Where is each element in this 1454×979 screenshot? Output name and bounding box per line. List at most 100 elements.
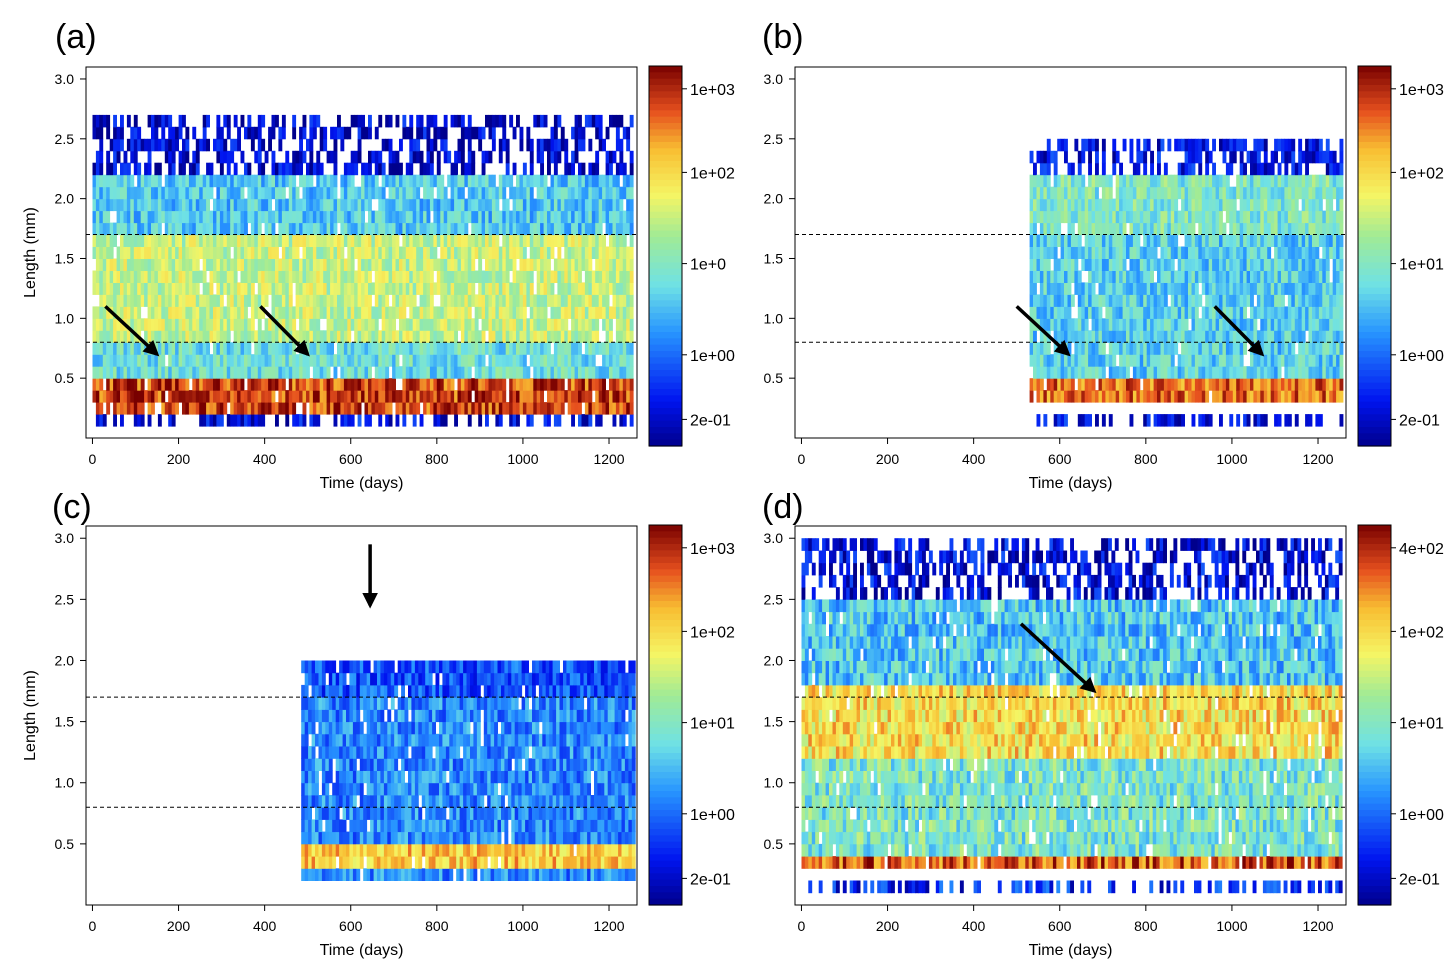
heat-cell	[254, 294, 259, 307]
heat-cell	[130, 294, 135, 307]
heat-cell	[1153, 342, 1158, 355]
heat-cell	[1215, 222, 1220, 236]
heat-cell	[433, 114, 438, 128]
heat-cell	[161, 354, 166, 367]
heat-cell	[337, 234, 341, 247]
heat-cell	[275, 366, 279, 379]
heat-cell	[1088, 174, 1092, 188]
heat-cell	[1139, 306, 1144, 319]
heat-cell	[392, 306, 396, 319]
heat-cell	[350, 270, 355, 283]
heat-cell	[412, 258, 417, 271]
heat-cell	[571, 414, 575, 427]
heat-cell	[405, 354, 410, 367]
heat-cell	[237, 366, 241, 379]
heat-cell	[381, 366, 386, 379]
heat-cell	[164, 114, 169, 128]
heat-cell	[1239, 174, 1244, 188]
heat-cell	[1143, 366, 1148, 379]
heat-cell	[1146, 234, 1151, 247]
heat-cell	[1170, 174, 1175, 188]
heat-cell	[553, 198, 558, 212]
heat-cell	[1250, 258, 1254, 271]
heat-cell	[516, 234, 520, 247]
heat-cell	[588, 306, 593, 319]
heat-cell	[1194, 210, 1199, 224]
heat-cell	[1194, 294, 1199, 307]
heat-cell	[405, 318, 410, 331]
heat-cell	[1091, 378, 1096, 391]
heat-cell	[423, 186, 427, 200]
heat-cell	[247, 174, 252, 188]
heat-cell	[1246, 366, 1251, 379]
heat-cell	[1225, 234, 1230, 247]
heat-cell	[1201, 390, 1206, 403]
heat-cell	[292, 366, 297, 379]
heat-cell	[185, 210, 190, 224]
heat-cell	[1122, 198, 1127, 212]
heat-cell	[1039, 366, 1044, 379]
heat-cell	[157, 258, 162, 271]
heat-cell	[213, 246, 217, 259]
heat-cell	[405, 234, 410, 247]
heat-cell	[178, 186, 183, 200]
heat-cell	[1029, 294, 1034, 307]
y-tick-label: 2.0	[55, 191, 75, 207]
heat-cell	[230, 222, 235, 236]
heat-cell	[95, 258, 100, 271]
heat-cell	[306, 378, 310, 391]
heat-cell	[306, 390, 310, 403]
heat-cell	[178, 222, 183, 236]
heat-cell	[261, 198, 266, 212]
heat-cell	[288, 234, 293, 247]
heat-cell	[371, 402, 376, 415]
heat-cell	[612, 354, 617, 367]
heat-cell	[1163, 342, 1168, 355]
heat-cell	[271, 294, 276, 307]
heat-cell	[485, 342, 489, 355]
heat-cell	[1057, 378, 1062, 391]
heat-cell	[226, 342, 231, 355]
heat-cell	[281, 378, 286, 391]
heat-cell	[436, 414, 441, 427]
heat-cell	[1160, 186, 1165, 200]
heat-cell	[219, 342, 224, 355]
heat-cell	[309, 294, 314, 307]
heat-cell	[1074, 234, 1079, 247]
heat-cell	[426, 210, 431, 224]
heat-cell	[1229, 246, 1234, 259]
heat-cell	[457, 354, 462, 367]
heat-cell	[619, 306, 624, 319]
heat-cell	[433, 366, 438, 379]
heat-cell	[247, 294, 252, 307]
heat-cell	[571, 234, 575, 247]
heat-cell	[1205, 366, 1210, 379]
heat-cell	[409, 162, 414, 176]
heat-cell	[95, 306, 100, 319]
heat-cell	[192, 390, 197, 403]
heat-cell	[188, 246, 193, 259]
heat-cell	[529, 198, 534, 212]
heat-cell	[533, 222, 538, 236]
heat-cell	[92, 378, 97, 391]
heat-cell	[1064, 294, 1068, 307]
heat-cell	[1129, 282, 1134, 295]
heat-cell	[1060, 246, 1065, 259]
heat-cell	[302, 390, 307, 403]
heat-cell	[178, 174, 183, 188]
heat-cell	[485, 174, 489, 188]
heat-cell	[295, 210, 300, 224]
heat-cell	[106, 354, 111, 367]
heat-cell	[350, 366, 355, 379]
heat-cell	[1088, 354, 1092, 367]
heat-cell	[457, 378, 462, 391]
heat-cell	[368, 198, 372, 212]
heat-cell	[584, 270, 589, 283]
heat-cell	[340, 186, 345, 200]
heat-cell	[1236, 330, 1241, 343]
heat-cell	[1201, 234, 1206, 247]
heat-cell	[133, 186, 138, 200]
heat-cell	[615, 198, 620, 212]
heat-cell	[595, 330, 600, 343]
heat-cell	[584, 174, 589, 188]
